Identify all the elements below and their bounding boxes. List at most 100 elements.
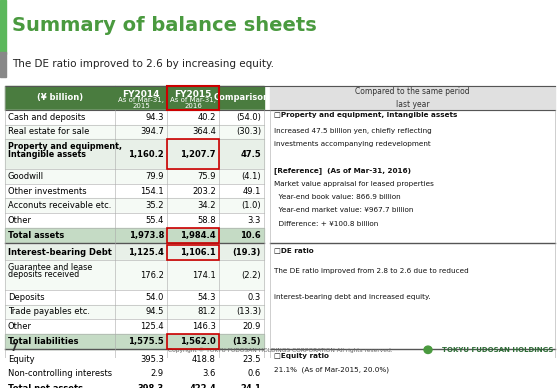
Text: 146.3: 146.3 — [192, 322, 216, 331]
Bar — [167, 86, 219, 110]
Bar — [219, 169, 264, 184]
Text: 55.4: 55.4 — [146, 216, 164, 225]
Bar — [5, 110, 115, 125]
Text: 79.9: 79.9 — [146, 172, 164, 181]
Text: FY2014: FY2014 — [122, 90, 160, 99]
Bar — [115, 228, 167, 243]
Bar — [115, 86, 167, 110]
Bar — [167, 381, 219, 388]
Bar — [0, 0, 6, 54]
Bar — [5, 198, 115, 213]
Bar — [219, 366, 264, 381]
Text: Deposits: Deposits — [8, 293, 45, 302]
Bar — [219, 86, 264, 110]
Text: Other investments: Other investments — [8, 187, 87, 196]
Text: 7: 7 — [10, 343, 17, 353]
Text: 154.1: 154.1 — [141, 187, 164, 196]
Bar — [115, 319, 167, 334]
Text: Year-end market value: ¥967.7 billion: Year-end market value: ¥967.7 billion — [274, 207, 413, 213]
Bar — [167, 246, 219, 260]
Text: □Property and equipment, Intangible assets: □Property and equipment, Intangible asse… — [274, 112, 458, 118]
Bar — [270, 110, 555, 388]
Bar — [5, 381, 115, 388]
Bar — [115, 381, 167, 388]
Text: Goodwill: Goodwill — [8, 172, 44, 181]
Text: 35.2: 35.2 — [146, 201, 164, 210]
Text: 21.1%  (As of Mar-2015, 20.0%): 21.1% (As of Mar-2015, 20.0%) — [274, 367, 389, 373]
Text: Property and equipment,: Property and equipment, — [8, 142, 122, 151]
Text: 176.2: 176.2 — [140, 270, 164, 279]
Bar — [270, 86, 555, 110]
Text: 174.1: 174.1 — [192, 270, 216, 279]
Text: 0.6: 0.6 — [248, 369, 261, 378]
Bar — [115, 125, 167, 139]
Text: [Reference]  (As of Mar-31, 2016): [Reference] (As of Mar-31, 2016) — [274, 168, 411, 175]
Bar — [5, 246, 115, 260]
Text: 1,160.2: 1,160.2 — [128, 150, 164, 159]
Bar — [167, 334, 219, 349]
Bar — [115, 290, 167, 305]
Bar — [5, 184, 115, 198]
Bar — [5, 352, 115, 366]
Bar — [5, 290, 115, 305]
Text: 2016: 2016 — [184, 103, 202, 109]
Bar — [167, 319, 219, 334]
Bar — [167, 290, 219, 305]
Text: Equity: Equity — [8, 355, 35, 364]
Text: 1,106.1: 1,106.1 — [180, 248, 216, 257]
Text: 0.3: 0.3 — [248, 293, 261, 302]
Text: Year-end book value: 866.9 billion: Year-end book value: 866.9 billion — [274, 194, 400, 200]
Bar — [219, 334, 264, 349]
Text: 398.3: 398.3 — [138, 384, 164, 388]
Bar — [5, 125, 115, 139]
Text: 1,125.4: 1,125.4 — [128, 248, 164, 257]
Text: 2015: 2015 — [132, 103, 150, 109]
Text: 47.5: 47.5 — [240, 150, 261, 159]
Text: 203.2: 203.2 — [192, 187, 216, 196]
Text: 94.5: 94.5 — [146, 307, 164, 317]
Text: 54.0: 54.0 — [146, 293, 164, 302]
Text: 394.7: 394.7 — [140, 128, 164, 137]
Bar — [115, 198, 167, 213]
Bar — [5, 260, 115, 290]
Text: 49.1: 49.1 — [242, 187, 261, 196]
Text: FY2015: FY2015 — [174, 90, 212, 99]
Text: Copyright © TOKYU FUDOSAN HOLDINGS CORPORATION All rights reserved.: Copyright © TOKYU FUDOSAN HOLDINGS CORPO… — [167, 347, 393, 353]
Bar — [5, 366, 115, 381]
Bar — [115, 246, 167, 260]
Text: 40.2: 40.2 — [198, 113, 216, 122]
Bar — [219, 246, 264, 260]
Bar — [219, 139, 264, 169]
Text: Interest-bearing Debt: Interest-bearing Debt — [8, 248, 112, 257]
Bar — [5, 319, 115, 334]
Text: Acconuts receivable etc.: Acconuts receivable etc. — [8, 201, 111, 210]
Text: Difference: + ¥100.8 billion: Difference: + ¥100.8 billion — [274, 221, 378, 227]
Text: (30.3): (30.3) — [236, 128, 261, 137]
Text: (13.5): (13.5) — [232, 337, 261, 346]
Text: Guarantee and lease: Guarantee and lease — [8, 263, 92, 272]
Text: 3.3: 3.3 — [248, 216, 261, 225]
Bar — [167, 125, 219, 139]
Bar — [167, 198, 219, 213]
Bar — [115, 305, 167, 319]
Text: Increased 47.5 billion yen, chiefly reflecting: Increased 47.5 billion yen, chiefly refl… — [274, 128, 432, 133]
Text: (4.1): (4.1) — [241, 172, 261, 181]
Text: (1.0): (1.0) — [241, 201, 261, 210]
Bar — [115, 260, 167, 290]
Bar — [219, 184, 264, 198]
Bar — [167, 110, 219, 125]
Bar — [115, 366, 167, 381]
Bar — [5, 86, 115, 110]
Text: As of Mar-31,: As of Mar-31, — [170, 97, 216, 103]
Bar — [167, 213, 219, 228]
Circle shape — [424, 346, 432, 353]
Text: (54.0): (54.0) — [236, 113, 261, 122]
Text: (13.3): (13.3) — [236, 307, 261, 317]
Text: investments accompanying redevelopment: investments accompanying redevelopment — [274, 141, 431, 147]
Bar — [115, 110, 167, 125]
Bar — [5, 305, 115, 319]
Text: 75.9: 75.9 — [198, 172, 216, 181]
Bar — [167, 381, 219, 388]
Bar — [167, 228, 219, 243]
Text: 3.6: 3.6 — [203, 369, 216, 378]
